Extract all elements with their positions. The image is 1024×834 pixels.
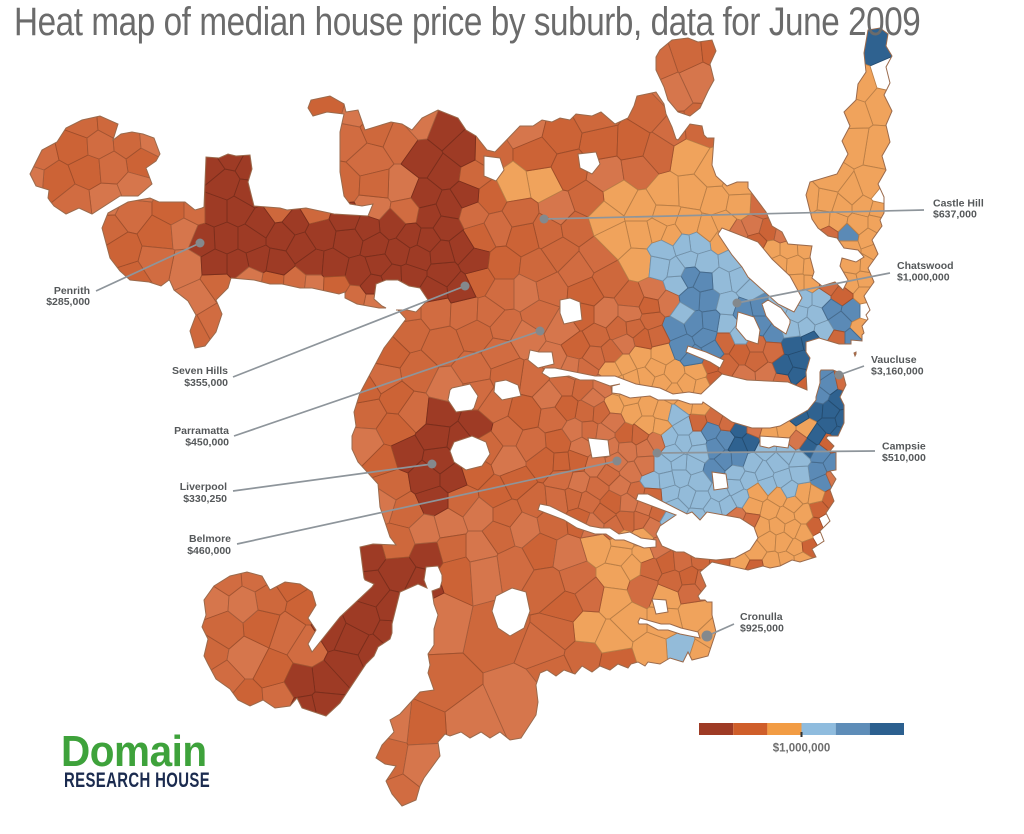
svg-text:$330,250: $330,250 (183, 493, 227, 505)
svg-text:$450,000: $450,000 (185, 437, 229, 449)
svg-text:Liverpool: Liverpool (180, 481, 227, 493)
svg-text:Seven Hills: Seven Hills (172, 365, 228, 377)
svg-text:$3,160,000: $3,160,000 (871, 366, 924, 378)
svg-text:Vaucluse: Vaucluse (871, 354, 917, 366)
svg-text:Parramatta: Parramatta (174, 425, 229, 437)
svg-text:$1,000,000: $1,000,000 (773, 743, 831, 755)
svg-text:Castle Hill: Castle Hill (933, 198, 984, 210)
svg-text:Campsie: Campsie (882, 441, 926, 453)
svg-text:Cronulla: Cronulla (740, 611, 783, 623)
svg-text:$1,000,000: $1,000,000 (897, 272, 950, 284)
svg-text:$285,000: $285,000 (46, 296, 90, 308)
svg-text:Chatswood: Chatswood (897, 260, 954, 272)
svg-text:$637,000: $637,000 (933, 209, 977, 221)
svg-text:$460,000: $460,000 (187, 545, 231, 557)
svg-text:$925,000: $925,000 (740, 623, 784, 635)
svg-text:Penrith: Penrith (54, 285, 90, 297)
svg-text:$355,000: $355,000 (184, 377, 228, 389)
svg-text:Belmore: Belmore (189, 533, 231, 545)
svg-text:$510,000: $510,000 (882, 452, 926, 464)
